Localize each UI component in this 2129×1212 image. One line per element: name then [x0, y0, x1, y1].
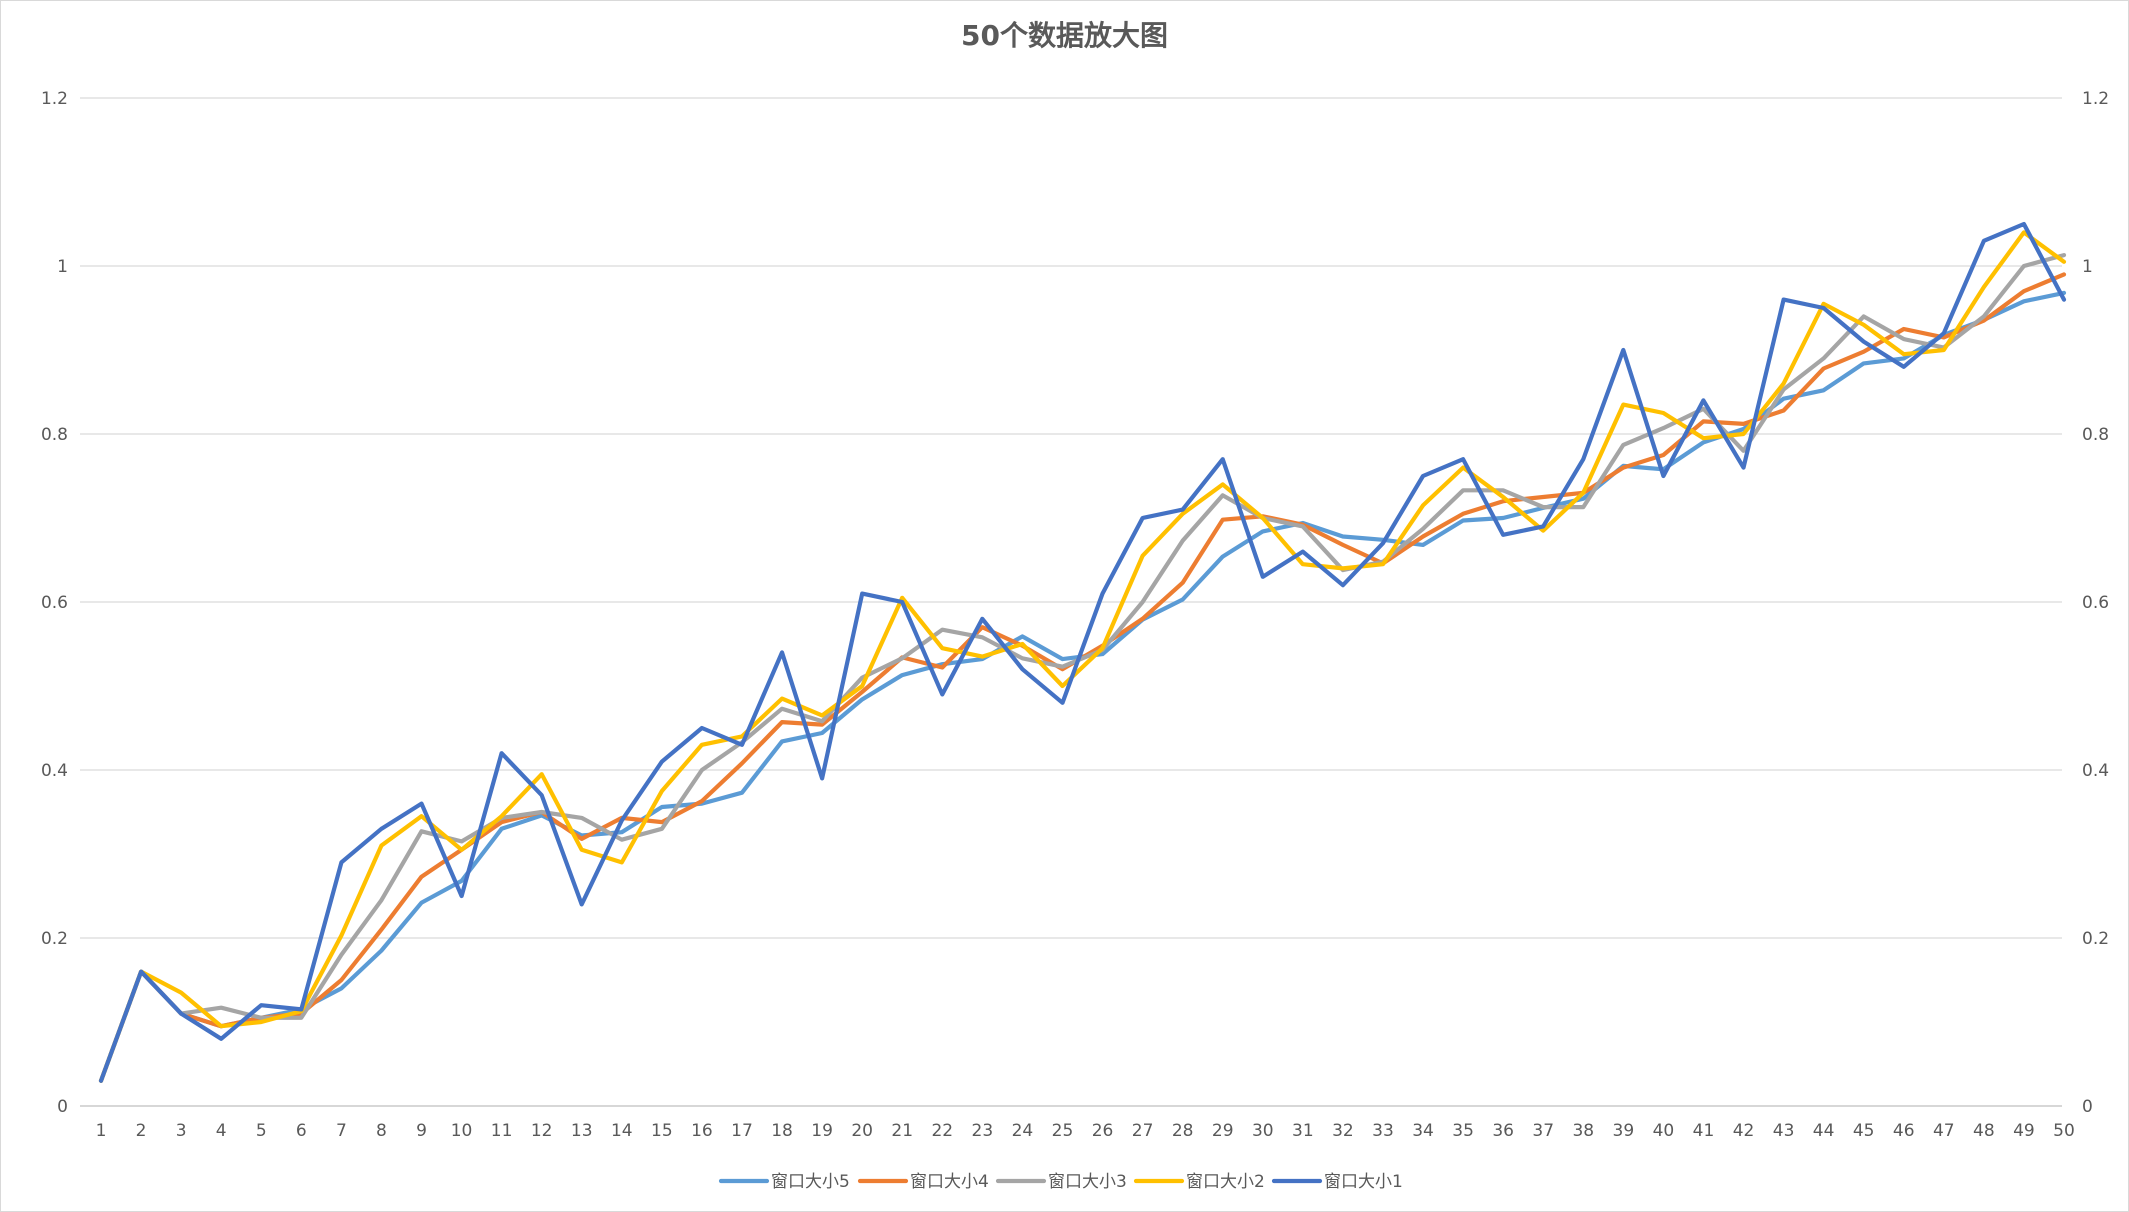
x-tick-label: 26: [1092, 1121, 1114, 1141]
x-tick-label: 41: [1693, 1121, 1715, 1141]
x-tick-label: 40: [1653, 1121, 1675, 1141]
x-tick-label: 14: [611, 1121, 633, 1141]
x-tick-label: 21: [891, 1121, 913, 1141]
x-tick-label: 20: [851, 1121, 873, 1141]
x-tick-label: 31: [1292, 1121, 1314, 1141]
x-tick-label: 17: [731, 1121, 753, 1141]
x-tick-label: 4: [216, 1121, 227, 1141]
x-tick-label: 23: [972, 1121, 994, 1141]
y2-tick-label: 1: [2082, 257, 2093, 277]
legend-label: 窗口大小5: [771, 1172, 850, 1192]
x-tick-label: 19: [811, 1121, 833, 1141]
x-tick-label: 27: [1132, 1121, 1154, 1141]
x-tick-label: 42: [1733, 1121, 1755, 1141]
x-tick-label: 38: [1572, 1121, 1594, 1141]
series-line-2: [98, 272, 2067, 1083]
x-tick-label: 3: [176, 1121, 187, 1141]
x-tick-label: 13: [571, 1121, 593, 1141]
x-tick-label: 35: [1452, 1121, 1474, 1141]
x-tick-label: 12: [531, 1121, 553, 1141]
x-tick-label: 43: [1773, 1121, 1795, 1141]
x-tick-label: 5: [256, 1121, 267, 1141]
y-tick-label: 0.2: [41, 929, 68, 949]
x-tick-label: 49: [2013, 1121, 2035, 1141]
gridlines: [80, 97, 2062, 1107]
x-tick-label: 9: [416, 1121, 427, 1141]
x-tick-label: 2: [136, 1121, 147, 1141]
x-tick-label: 16: [691, 1121, 713, 1141]
x-tick-label: 6: [296, 1121, 307, 1141]
y2-tick-label: 0: [2082, 1097, 2093, 1117]
y-axis-right: 0 0.2 0.4 0.6 0.8 1 1.2: [2082, 89, 2109, 1117]
x-tick-label: 36: [1492, 1121, 1514, 1141]
legend-label: 窗口大小1: [1324, 1172, 1403, 1192]
y-tick-label: 1.2: [41, 89, 68, 109]
legend-label: 窗口大小2: [1186, 1172, 1265, 1192]
x-tick-label: 46: [1893, 1121, 1915, 1141]
x-tick-label: 32: [1332, 1121, 1354, 1141]
series-line-3: [98, 253, 2067, 1083]
x-tick-label: 24: [1012, 1121, 1034, 1141]
chart-title: 50个数据放大图: [961, 19, 1168, 52]
x-tick-label: 37: [1532, 1121, 1554, 1141]
x-tick-label: 30: [1252, 1121, 1274, 1141]
legend: 窗口大小5 窗口大小4 窗口大小3 窗口大小2 窗口大小1: [718, 1172, 1403, 1192]
x-tick-label: 25: [1052, 1121, 1074, 1141]
x-tick-label: 22: [931, 1121, 953, 1141]
x-tick-label: 10: [451, 1121, 473, 1141]
y2-tick-label: 0.6: [2082, 593, 2109, 613]
y-tick-label: 1: [57, 257, 68, 277]
x-tick-label: 47: [1933, 1121, 1955, 1141]
y2-tick-label: 0.8: [2082, 425, 2109, 445]
x-tick-label: 34: [1412, 1121, 1434, 1141]
x-tick-label: 39: [1613, 1121, 1635, 1141]
y2-tick-label: 1.2: [2082, 89, 2109, 109]
x-tick-label: 50: [2053, 1121, 2075, 1141]
y-tick-label: 0.8: [41, 425, 68, 445]
x-tick-label: 44: [1813, 1121, 1835, 1141]
series-line-5: [98, 221, 2067, 1083]
x-tick-label: 45: [1853, 1121, 1875, 1141]
y2-tick-label: 0.2: [2082, 929, 2109, 949]
x-tick-label: 33: [1372, 1121, 1394, 1141]
x-tick-label: 15: [651, 1121, 673, 1141]
y-axis-left: 0 0.2 0.4 0.6 0.8 1 1.2: [41, 89, 68, 1117]
x-axis: 1 2 3 4 5 6 7 8 9 10 11 12 13 14 15 16 17 18 19 20 21 22 23 24 2…: [96, 1121, 2075, 1141]
legend-label: 窗口大小3: [1048, 1172, 1127, 1192]
x-tick-label: 28: [1172, 1121, 1194, 1141]
y2-tick-label: 0.4: [2082, 761, 2109, 781]
y-tick-label: 0: [57, 1097, 68, 1117]
series-lines: [98, 221, 2067, 1083]
y-tick-label: 0.6: [41, 593, 68, 613]
x-tick-label: 8: [376, 1121, 387, 1141]
x-tick-label: 18: [771, 1121, 793, 1141]
x-tick-label: 11: [491, 1121, 513, 1141]
x-tick-label: 48: [1973, 1121, 1995, 1141]
y-tick-label: 0.4: [41, 761, 68, 781]
x-tick-label: 1: [96, 1121, 107, 1141]
x-tick-label: 7: [336, 1121, 347, 1141]
x-tick-label: 29: [1212, 1121, 1234, 1141]
legend-label: 窗口大小4: [910, 1172, 989, 1192]
